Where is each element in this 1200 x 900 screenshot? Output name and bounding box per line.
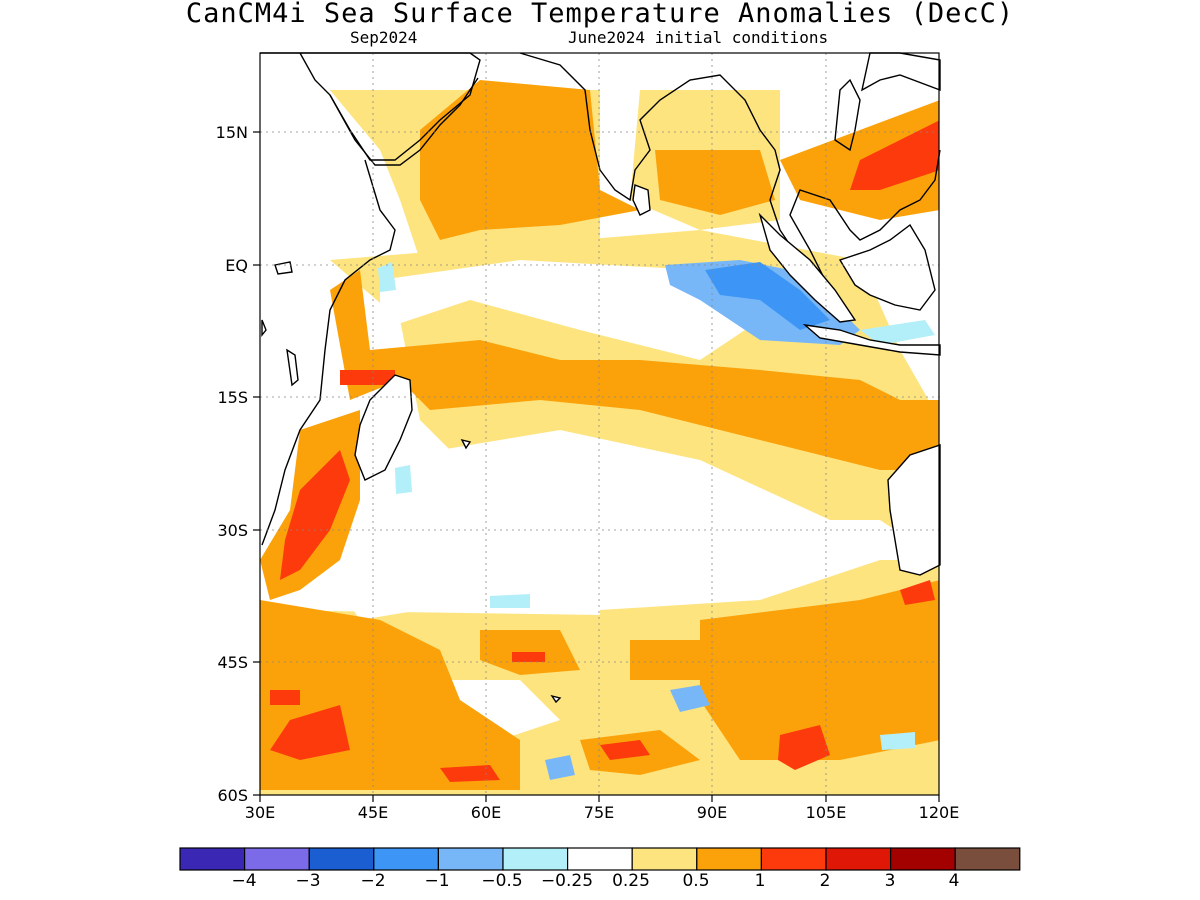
colorbar-swatch [437, 847, 504, 871]
colorbar-swatch [825, 847, 892, 871]
colorbar-label: 1 [754, 871, 766, 891]
lon-label-60e: 60E [470, 803, 502, 822]
lon-label-105e: 105E [805, 803, 847, 822]
anomaly-field [260, 80, 939, 795]
lat-label-45s: 45S [217, 653, 248, 672]
colorbar-swatch [889, 847, 956, 871]
colorbar-label: 4 [948, 871, 960, 891]
lat-label-30s: 30S [217, 521, 248, 540]
colorbar-swatch [631, 847, 698, 871]
colorbar-label: 2 [819, 871, 831, 891]
lat-label-15n: 15N [215, 123, 248, 142]
lat-label-eq: EQ [225, 256, 248, 275]
plot-frame [253, 52, 940, 802]
colorbar-swatch [373, 847, 439, 871]
colorbar-label: 3 [884, 871, 896, 891]
colorbar-swatch [244, 847, 310, 871]
lon-label-120e: 120E [918, 803, 960, 822]
colorbar-label: −0.5 [481, 871, 523, 891]
land-masses [260, 52, 941, 704]
colorbar-swatch [566, 847, 633, 871]
colorbar-swatch [179, 847, 246, 871]
lon-label-90e: 90E [696, 803, 728, 822]
colorbar-label: −2 [360, 871, 386, 891]
colorbar-swatch [760, 847, 827, 871]
map-title: CanCM4i Sea Surface Temperature Anomalie… [185, 0, 1015, 29]
lat-label-60s: 60S [217, 786, 248, 805]
grid-lines [260, 53, 939, 795]
forecast-month: Sep2024 [350, 28, 418, 47]
colorbar-label: −3 [295, 871, 321, 891]
colorbar-swatch [696, 847, 762, 871]
colorbar-label: −4 [231, 871, 257, 891]
colorbar-label: 0.5 [682, 871, 710, 891]
initial-conditions: June2024 initial conditions [568, 28, 829, 47]
colorbar-label: −1 [424, 871, 450, 891]
colorbar-swatch [308, 847, 375, 871]
colorbar-swatch [502, 847, 569, 871]
lon-label-30e: 30E [244, 803, 276, 822]
colorbar-swatch [954, 847, 1021, 871]
lat-label-15s: 15S [217, 388, 248, 407]
colorbar [179, 847, 1021, 871]
lon-label-45e: 45E [357, 803, 389, 822]
colorbar-label: −0.25 [540, 871, 594, 891]
lon-label-75e: 75E [583, 803, 615, 822]
colorbar-label: 0.25 [612, 871, 650, 891]
